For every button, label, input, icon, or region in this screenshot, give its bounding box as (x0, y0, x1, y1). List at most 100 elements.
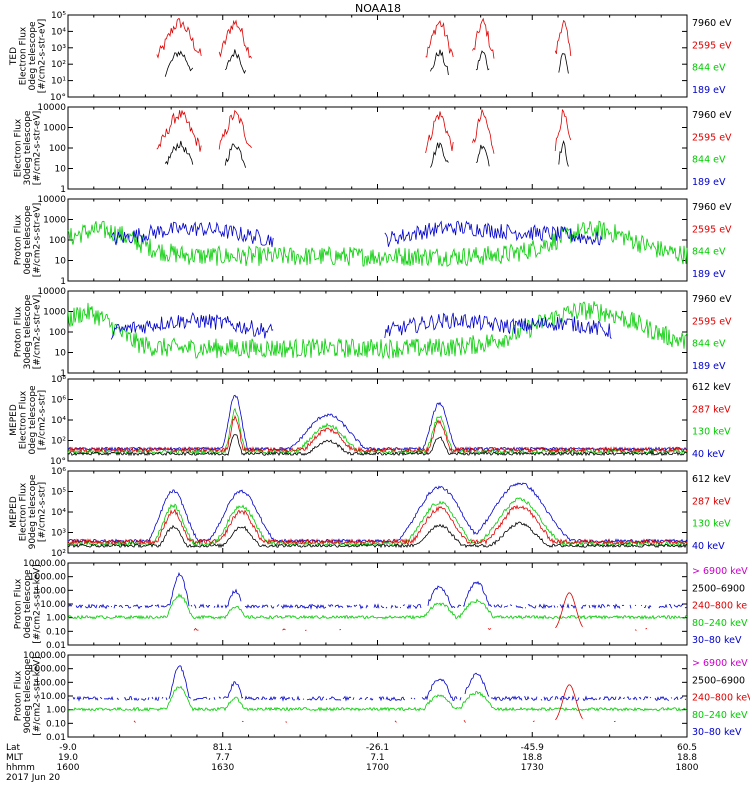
legend-entry: 189 eV (692, 269, 726, 280)
y-tick-label: 0.01 (46, 733, 66, 743)
panel-1: 10° 10¹ 10² 10³ 10⁴ 10⁵ TED Electron Flux 0deg t… (9, 11, 732, 103)
footer-value: 7.1 (370, 753, 384, 763)
legend-entry: 130 keV (692, 519, 731, 530)
y-tick-label: 10⁴ (51, 27, 66, 37)
y-tick-label: 1000.00 (29, 573, 66, 583)
footer-value: -9.0 (59, 743, 77, 753)
chart-title: NOAA18 (355, 2, 401, 15)
y-axis-label: 30deg telescope (23, 294, 33, 369)
trace-240-800kev (194, 593, 682, 631)
y-axis-label: Proton Flux (14, 670, 24, 721)
legend-entry: 612 keV (692, 382, 731, 393)
trace-240-800kev (134, 685, 686, 723)
footer-value: 18.8 (522, 753, 542, 763)
y-tick-label: 10000.00 (23, 651, 66, 661)
footer-value: 1730 (521, 763, 544, 773)
legend-entry: 612 keV (692, 474, 731, 485)
legend-entry: 844 eV (692, 339, 726, 350)
trace-189ev (110, 311, 612, 340)
y-axis-label: [#/cm2-s-str] (37, 482, 47, 542)
legend-entry: 7960 eV (692, 18, 732, 29)
legend-entry: 2595 eV (692, 40, 732, 51)
footer-value: 1700 (366, 763, 389, 773)
trace-80-240kev (67, 592, 688, 620)
y-tick-label: 1.00 (46, 614, 66, 624)
footer-value: 7.7 (216, 753, 230, 763)
legend-entry: 844 eV (692, 247, 726, 258)
y-axis-label: [#/cm2-s-str-eV] (33, 203, 43, 278)
y-axis-label: Proton Flux (14, 578, 24, 629)
y-tick-label: 10° (50, 457, 66, 467)
legend-entry: 30–80 keV (692, 635, 742, 646)
y-axis-label: Electron Flux (18, 390, 28, 449)
y-tick-label: 1 (60, 369, 66, 379)
y-tick-label: 10000.00 (23, 559, 66, 569)
footer-value: 19.0 (58, 753, 78, 763)
y-axis-label: Electron Flux (14, 118, 24, 177)
y-axis-label: 90deg telescope (23, 658, 33, 733)
y-tick-label: 1 (60, 277, 66, 287)
legend-entry: 2595 eV (692, 132, 732, 143)
y-tick-label: 100.00 (35, 678, 67, 688)
trace-844ev (67, 301, 688, 360)
y-axis-label: [#/cm2-s-str-eV] (37, 19, 47, 94)
y-axis-label: 0deg telescope (23, 569, 33, 639)
trace-30-80kev (67, 572, 688, 610)
footer-value: 18.8 (677, 753, 697, 763)
y-tick-label: 10000 (37, 287, 66, 297)
legend-entry: 2595 eV (692, 316, 732, 327)
trace-30-80kev (67, 665, 687, 702)
y-tick-label: 10⁴ (51, 508, 66, 518)
trace-612kev (67, 521, 688, 549)
y-axis-label: MEPED (9, 496, 19, 528)
legend-entry: 40 keV (692, 449, 725, 460)
panel-frame (67, 654, 688, 738)
panel-8: 0.01 0.10 1.00 10.00 100.00 1000.00 10000.00 Pr… (14, 651, 750, 743)
legend-entry: 240–800 keV (692, 693, 750, 704)
footer-value: 1630 (211, 763, 234, 773)
trace-2595ev (156, 17, 572, 59)
y-tick-label: 10⁴ (51, 416, 66, 426)
y-tick-label: 10000 (37, 195, 66, 205)
trace-7960ev (164, 49, 569, 77)
legend-entry: 40 keV (692, 541, 725, 552)
legend-entry: 80–240 keV (692, 710, 748, 721)
legend-entry: 189 eV (692, 177, 726, 188)
trace-844ev (67, 220, 688, 267)
y-tick-label: 100 (49, 328, 66, 338)
panel-6: 10² 10³ 10⁴ 10⁵ 10⁶ MEPED Electron Flux 90deg t… (9, 467, 731, 559)
trace-189ev (110, 220, 603, 248)
legend-entry: 287 keV (692, 404, 731, 415)
y-tick-label: 10.00 (40, 600, 66, 610)
y-tick-label: 1 (60, 185, 66, 195)
y-tick-label: 0.10 (46, 719, 66, 729)
y-tick-label: 10² (51, 549, 66, 559)
legend-entry: 240–800 ke (692, 601, 747, 612)
y-axis-label: 30deg telescope (23, 110, 33, 185)
footer-value: 60.5 (677, 743, 697, 753)
y-axis-label: [#/cm2-s-str-keV] (33, 656, 43, 735)
legend-entry: > 6900 keV (692, 566, 748, 577)
y-axis-label: [#/cm2-s-str-keV] (33, 564, 43, 643)
legend-entry: 287 keV (692, 496, 731, 507)
legend-entry: 130 keV (692, 427, 731, 438)
trace-7960ev (164, 139, 569, 168)
trace-287kev (67, 414, 688, 454)
legend-entry: 80–240 keV (692, 618, 748, 629)
legend-entry: 189 eV (692, 361, 726, 372)
y-tick-label: 10 (55, 165, 67, 175)
y-axis-label: [#/cm2-s-str] (37, 390, 47, 450)
footer-row-label: hhmm (6, 763, 35, 773)
y-tick-label: 1000.00 (29, 665, 66, 675)
footer-value: -45.9 (521, 743, 545, 753)
panel-4: 1 10 100 1000 10000 Proton Flux 30deg telescop… (14, 287, 733, 379)
y-tick-label: 1.00 (46, 706, 66, 716)
y-tick-label: 1000 (43, 308, 66, 318)
y-axis-label: [#/cm2-s-str-eV] (33, 111, 43, 186)
y-tick-label: 100.00 (35, 586, 67, 596)
date-label: 2017 Jun 20 (6, 773, 60, 783)
y-tick-label: 10 (55, 349, 67, 359)
y-axis-label: Electron Flux (18, 482, 28, 541)
